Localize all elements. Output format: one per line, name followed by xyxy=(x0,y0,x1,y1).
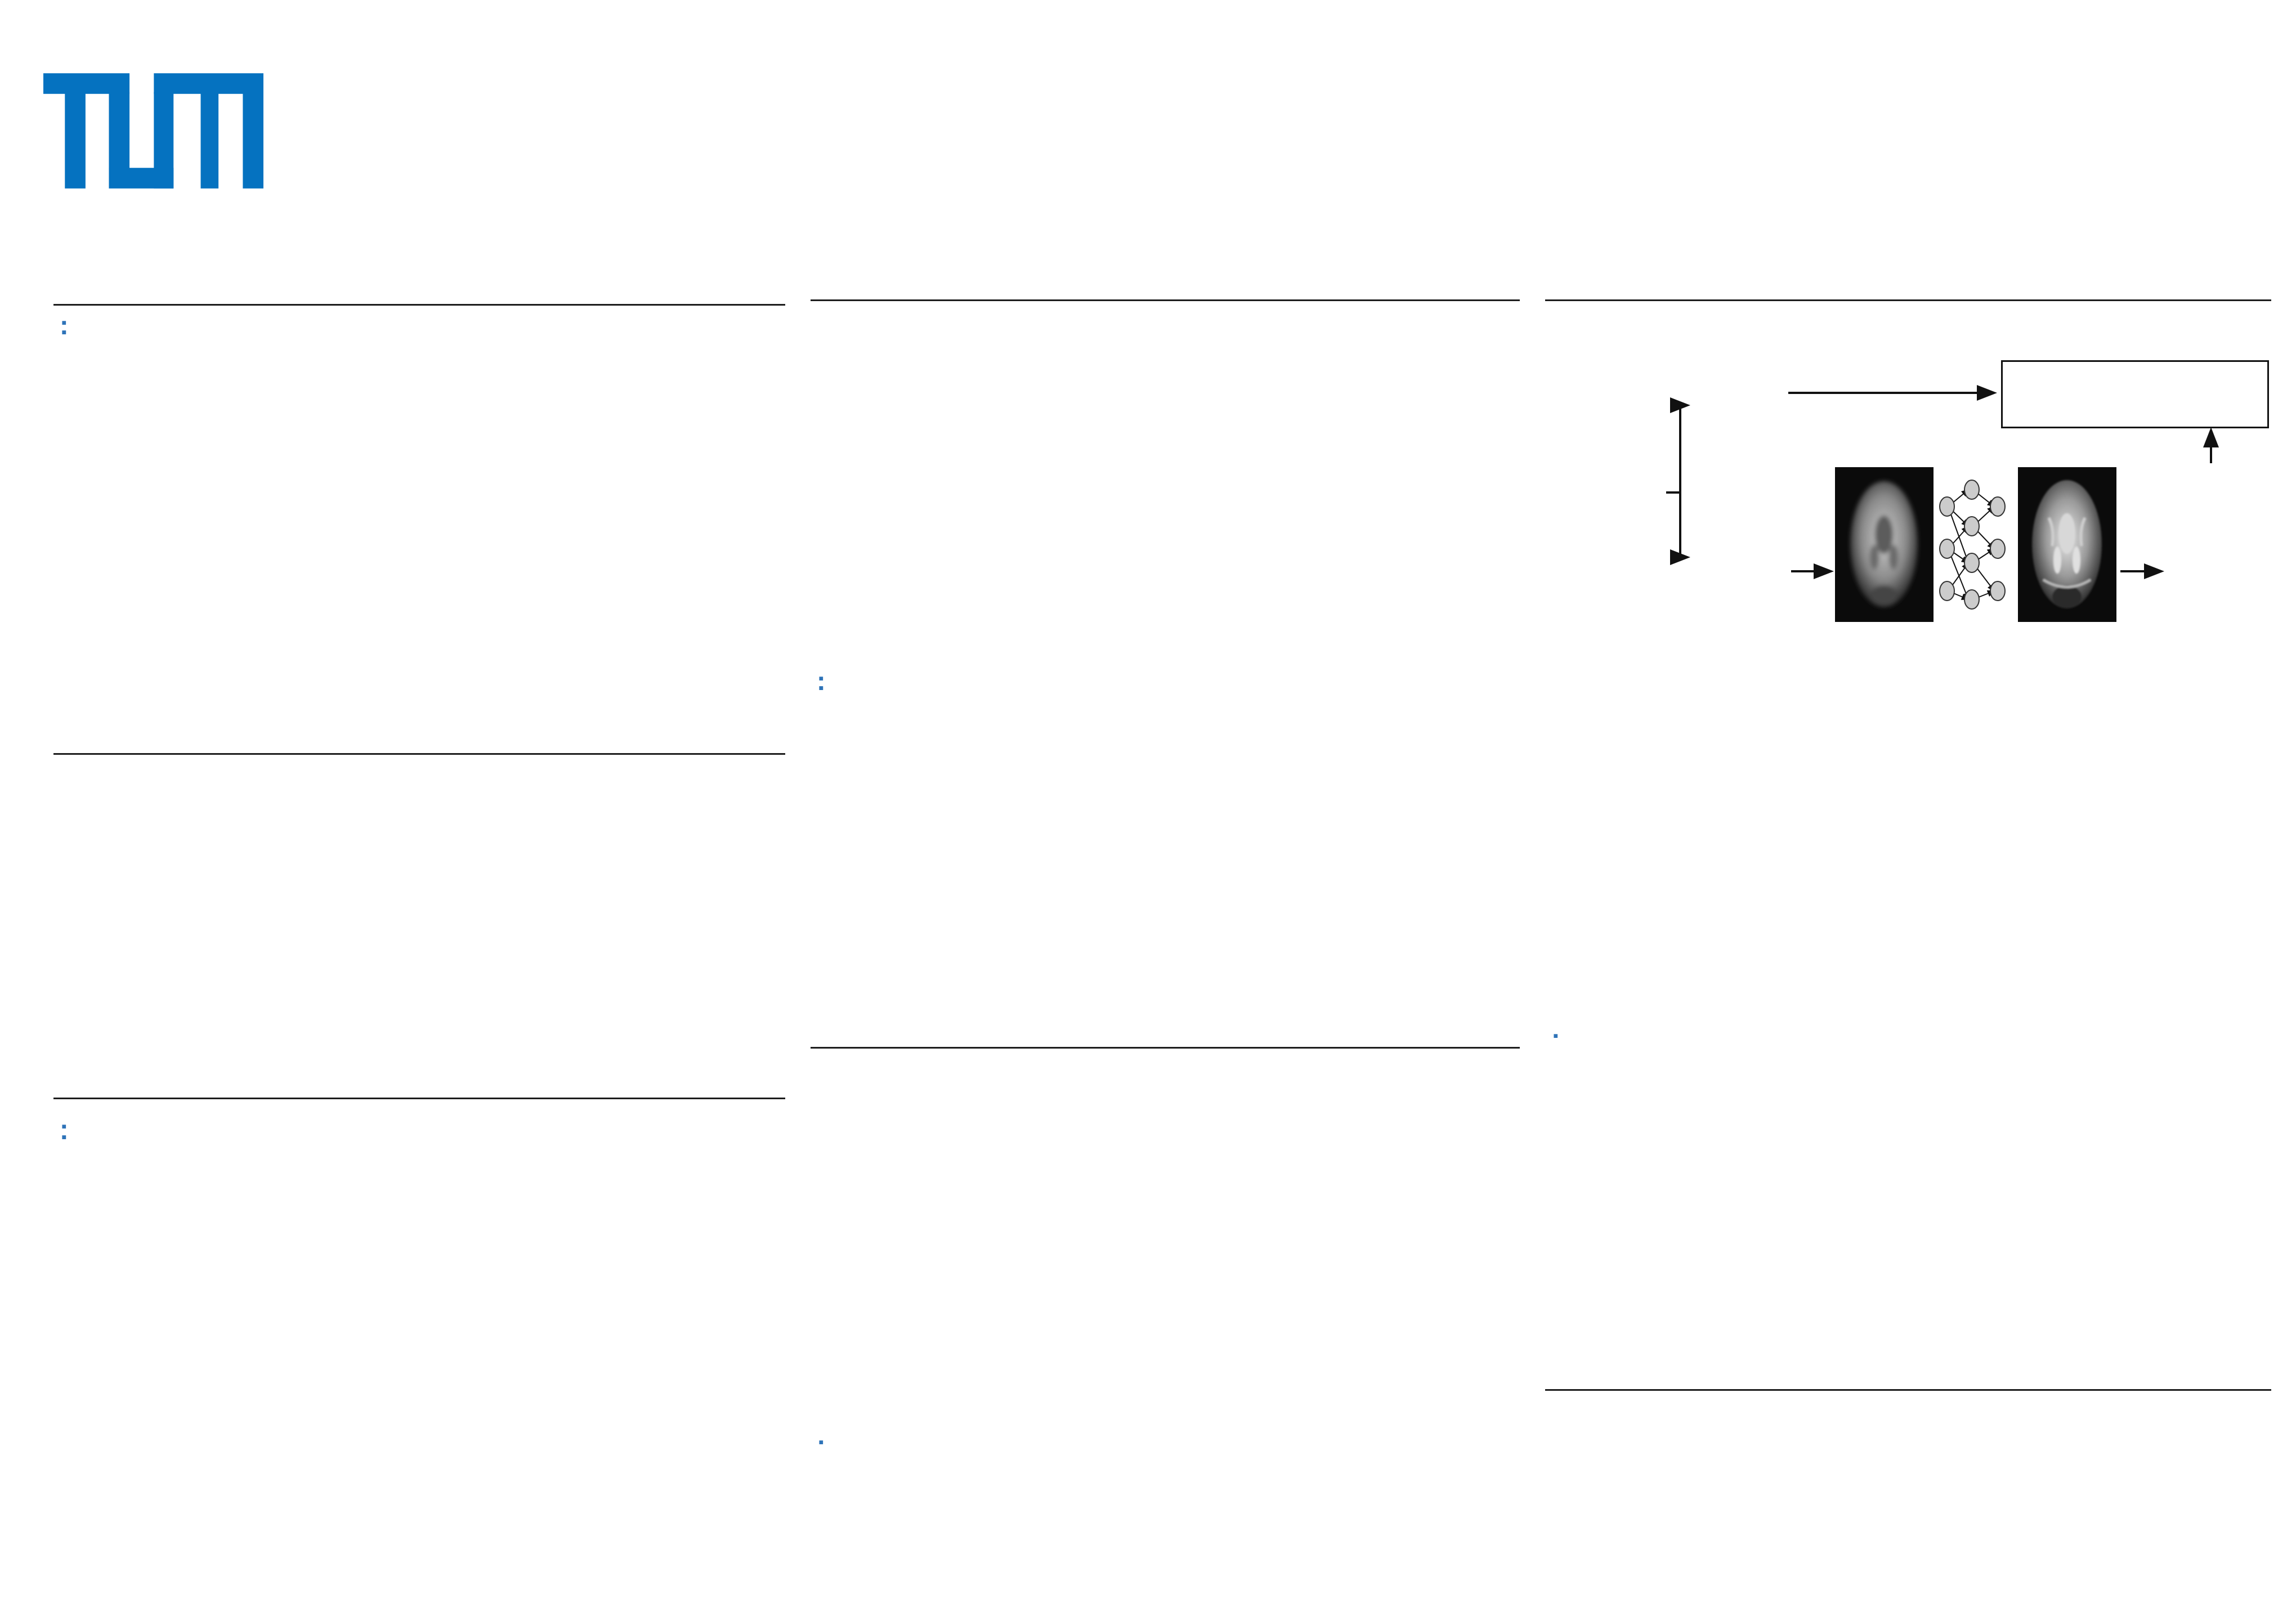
references-list xyxy=(1545,1401,2271,1432)
chart-realworld-psnr xyxy=(827,1051,1272,1333)
divider xyxy=(53,1098,785,1099)
divider xyxy=(53,753,785,755)
self-supervised-loss-box xyxy=(2001,360,2269,428)
neurips-logo-swirl-icon xyxy=(1931,66,2274,201)
neural-network-icon xyxy=(1939,480,2006,610)
kspace-y-image xyxy=(1689,507,1787,642)
kspace-ytilde-image xyxy=(1556,417,1666,568)
divider xyxy=(1545,1389,2271,1391)
realworld-bullets xyxy=(811,1430,1525,1455)
mri-training-diagram xyxy=(1545,324,2271,661)
chart-theory-risk xyxy=(45,1316,329,1575)
kspace-output-image xyxy=(2166,467,2256,622)
divider xyxy=(811,299,1520,301)
mri-bullets xyxy=(1545,1023,2271,1049)
abstract-bullets xyxy=(53,312,785,343)
kspace-yprime-image xyxy=(1689,346,1787,481)
chart-mri-nmse-histogram xyxy=(2026,653,2268,1019)
chart-gaussian-psnr xyxy=(827,310,1272,647)
chart-realworld-nmse-histogram xyxy=(1266,1051,1503,1333)
theory-bullets xyxy=(53,1113,791,1150)
gaussian-bullets xyxy=(811,666,1525,701)
tum-logo xyxy=(43,73,263,189)
zero-filled-brain-image xyxy=(1835,467,1934,622)
divider xyxy=(1545,299,2271,301)
divider xyxy=(811,1047,1520,1049)
divider xyxy=(53,304,785,306)
chart-mri-ssim xyxy=(1576,653,2021,1019)
chart-gaussian-nmse-histogram xyxy=(1266,310,1503,647)
qr-code[interactable] xyxy=(2156,197,2250,292)
chart-theory-excess-risk xyxy=(397,1316,681,1575)
reconstructed-brain-image xyxy=(2018,467,2116,622)
